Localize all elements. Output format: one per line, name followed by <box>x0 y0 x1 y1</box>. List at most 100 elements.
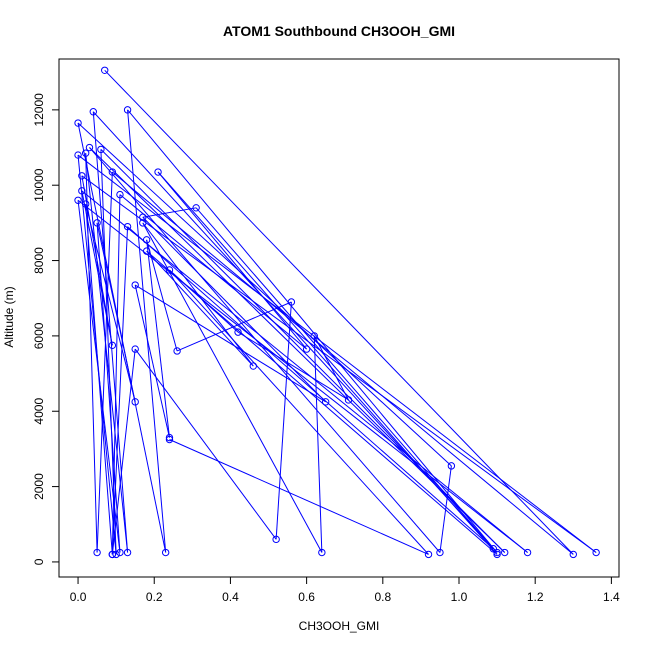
x-tick-label: 0.0 <box>70 590 87 604</box>
data-point <box>489 545 497 553</box>
data-point <box>165 266 174 274</box>
data-point <box>74 196 82 204</box>
data-point <box>89 108 97 116</box>
data-point <box>93 548 101 557</box>
data-point <box>97 145 105 154</box>
data-point <box>116 190 124 199</box>
series-line-segment <box>96 222 121 553</box>
data-point <box>78 187 86 195</box>
data-point <box>192 204 200 212</box>
data-point <box>154 168 162 176</box>
data-point <box>234 328 242 336</box>
data-point <box>493 550 501 559</box>
data-point <box>101 66 109 75</box>
series-line-segment <box>127 109 167 553</box>
data-point <box>523 548 532 557</box>
data-point <box>74 151 82 159</box>
x-axis-label: CH3OOH_GMI <box>299 619 380 633</box>
data-point <box>108 550 117 559</box>
series-line-segment <box>112 171 574 555</box>
data-point <box>131 281 139 289</box>
series-line-segment <box>104 69 574 555</box>
data-point <box>165 433 174 442</box>
data-point <box>447 462 456 470</box>
x-axis: 0.0 0.2 0.4 0.6 0.8 1.0 1.2 1.4 <box>70 576 620 604</box>
series-line-segment <box>127 109 498 553</box>
series-line-segment <box>96 171 113 553</box>
data-point <box>108 168 117 176</box>
series-line-segment <box>119 194 307 350</box>
series-line-segment <box>237 331 349 401</box>
data-point <box>310 332 318 340</box>
series-line-segment <box>81 190 528 553</box>
data-point <box>161 548 170 557</box>
data-point <box>112 550 120 559</box>
data-point <box>116 548 124 557</box>
series-line-segment <box>146 239 178 352</box>
series-line-segment <box>111 226 129 555</box>
series-line-segment <box>85 203 136 402</box>
x-tick-label: 0.2 <box>146 590 163 604</box>
data-point <box>173 347 181 355</box>
series-line-segment <box>77 154 597 553</box>
series-line-segment <box>134 348 277 540</box>
data-point <box>272 535 280 544</box>
series-line-segment <box>142 222 323 553</box>
series-points <box>74 66 600 559</box>
series-line-segment <box>111 349 136 555</box>
series-line-segment <box>127 226 494 550</box>
series-line-segment <box>439 465 452 553</box>
data-point <box>165 435 174 444</box>
data-point <box>78 172 86 180</box>
y-tick-label: 0 <box>32 558 46 565</box>
x-tick-label: 1.2 <box>527 590 544 604</box>
series-line-segment <box>169 269 239 333</box>
series-line-segment <box>146 239 170 438</box>
x-tick-label: 0.8 <box>374 590 391 604</box>
chart-title: ATOM1 Southbound CH3OOH_GMI <box>223 23 455 39</box>
data-point <box>569 550 577 559</box>
y-axis: 0 2000 4000 6000 8000 10000 12000 <box>32 93 60 565</box>
data-point <box>302 345 311 353</box>
y-tick-label: 2000 <box>32 473 46 500</box>
data-point <box>318 548 326 557</box>
series-line-segment <box>81 175 597 553</box>
series-line-segment <box>134 284 170 438</box>
x-tick-label: 0.6 <box>298 590 315 604</box>
data-point <box>131 398 139 406</box>
data-point <box>123 222 132 231</box>
data-point <box>321 398 330 406</box>
data-point <box>592 548 600 557</box>
y-axis-label: Altitude (m) <box>2 286 16 347</box>
data-point <box>287 298 296 306</box>
series-line-segment <box>85 204 113 555</box>
data-point <box>123 106 132 114</box>
x-tick-label: 1.0 <box>451 590 468 604</box>
y-tick-label: 4000 <box>32 398 46 425</box>
series-lines <box>77 69 597 555</box>
series-line-segment <box>313 335 323 553</box>
y-tick-label: 8000 <box>32 247 46 274</box>
x-tick-label: 1.4 <box>603 590 620 604</box>
data-point <box>424 550 433 559</box>
series-line-segment <box>77 199 528 553</box>
series-line-segment <box>275 301 292 540</box>
y-tick-label: 6000 <box>32 322 46 349</box>
series-line-segment <box>146 250 254 367</box>
series-line-segment <box>169 439 429 555</box>
series-line-segment <box>85 153 129 553</box>
series-line-segment <box>142 216 327 403</box>
series-line-segment <box>142 207 197 218</box>
series-line-segment <box>157 171 308 350</box>
series-line-segment <box>111 194 121 555</box>
series-line-segment <box>313 335 349 401</box>
series-line-segment <box>77 122 452 467</box>
y-tick-label: 10000 <box>32 168 46 202</box>
data-point <box>123 548 132 557</box>
data-point <box>493 548 501 557</box>
series-line-segment <box>134 284 326 403</box>
data-point <box>131 345 139 353</box>
series-line-segment <box>169 269 429 555</box>
data-point <box>74 119 82 127</box>
